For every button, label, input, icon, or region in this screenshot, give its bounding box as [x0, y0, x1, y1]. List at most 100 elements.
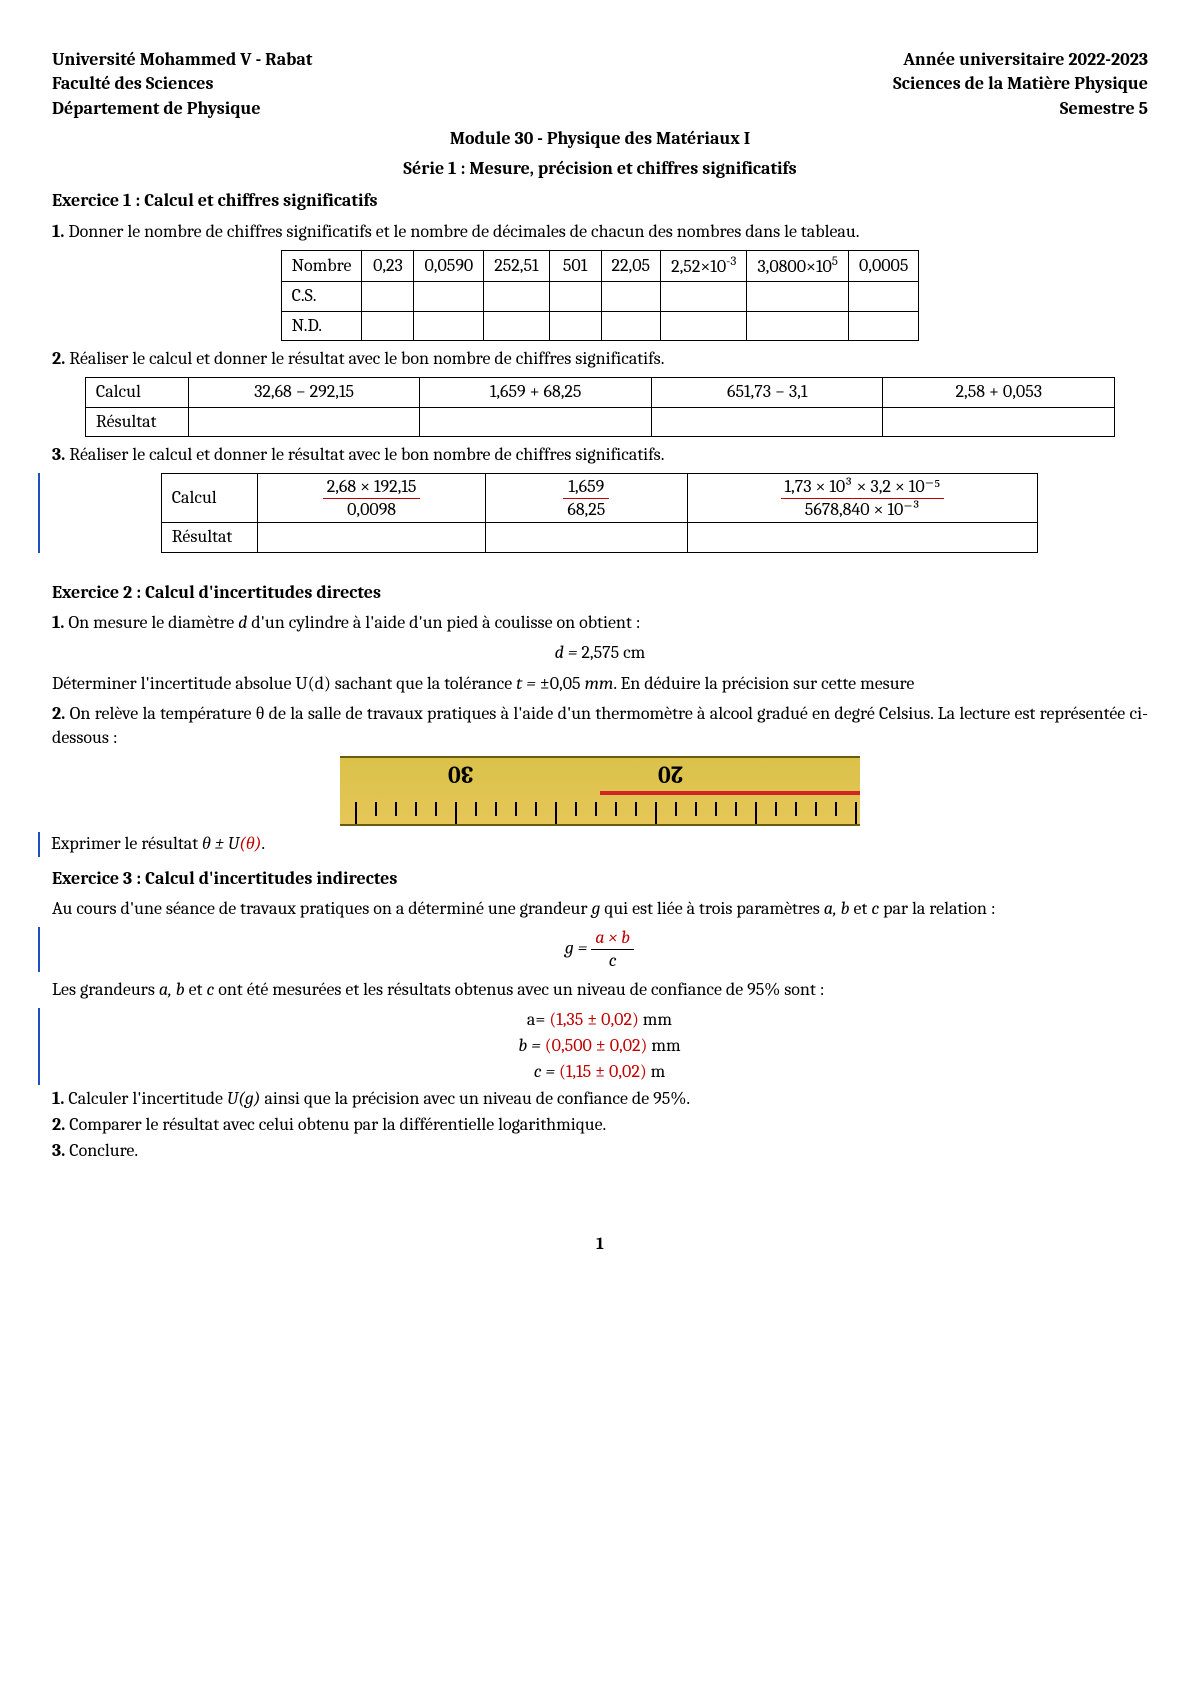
num-cell: 0,0590 [414, 251, 484, 282]
ex2-eq-d: d = 2,575 cm [52, 641, 1148, 665]
table-row: Calcul 2,68 × 192,15 0,0098 1,659 68,25 … [161, 474, 1038, 523]
grad-tick [435, 802, 437, 816]
grad-tick [395, 802, 397, 816]
grad-tick [655, 802, 657, 824]
ex1-q3-num: 3. [52, 444, 65, 465]
calc-cell: 1,659 + 68,25 [420, 378, 652, 407]
ex3-q2: 2. Comparer le résultat avec celui obten… [52, 1113, 1148, 1137]
num-cell: 2,52×10-3 [661, 251, 747, 282]
grad-tick [735, 802, 737, 816]
row-label: Résultat [161, 523, 257, 552]
program: Sciences de la Matière Physique [893, 72, 1148, 96]
col-header: Calcul [85, 378, 188, 407]
ex3-val-b: b = (0,500 ± 0,02) mm [51, 1034, 1148, 1058]
ex3-title: Exercice 3 : Calcul d'incertitudes indir… [52, 867, 1148, 891]
semester: Semestre 5 [1060, 97, 1148, 121]
ex2-q1-num: 1. [52, 612, 64, 633]
col-header: Nombre [281, 251, 362, 282]
header-line-1: Université Mohammed V - Rabat Année univ… [52, 48, 1148, 72]
frac-num: 1,73 × 10³ × 3,2 × 10⁻⁵ [781, 476, 945, 499]
academic-year: Année universitaire 2022-2023 [903, 48, 1148, 72]
ex3-q3: 3. Conclure. [52, 1139, 1148, 1163]
frac-den: c [591, 950, 634, 972]
grad-tick [775, 802, 777, 816]
table-row: Résultat [85, 407, 1114, 436]
frac-num: 1,659 [563, 476, 609, 499]
department: Département de Physique [52, 97, 261, 121]
ex1-q1-text: Donner le nombre de chiffres significati… [64, 221, 859, 242]
ex3-intro: Au cours d'une séance de travaux pratiqu… [52, 897, 1148, 921]
frac-den: 5678,840 × 10⁻³ [781, 499, 945, 521]
num-cell: 0,0005 [848, 251, 918, 282]
ex3-q1: 1. Calculer l'incertitude U(g) ainsi que… [52, 1087, 1148, 1111]
calc-cell: 1,659 68,25 [486, 474, 688, 523]
ex3-eq-g: g = a × bc [51, 927, 1148, 971]
ex3-val-c: c = (1,15 ± 0,02) m [51, 1060, 1148, 1084]
grad-tick [555, 802, 557, 824]
ex2-q2-num: 2. [52, 703, 65, 724]
page-number: 1 [52, 1234, 1148, 1257]
ex1-q3: 3. Réaliser le calcul et donner le résul… [52, 443, 1148, 467]
grad-label-20: 20 [658, 758, 683, 790]
col-header: Calcul [161, 474, 257, 523]
grad-tick [715, 802, 717, 816]
ex1-q3-text: Réaliser le calcul et donner le résultat… [65, 444, 664, 465]
num-cell: 3,0800×105 [747, 251, 849, 282]
grad-tick [415, 802, 417, 816]
num-cell: 22,05 [601, 251, 661, 282]
frac-den: 0,0098 [323, 499, 421, 521]
thermometer-image: 30 20 ticks [340, 756, 860, 826]
grad-tick [455, 802, 457, 824]
module-title: Module 30 - Physique des Matériaux I [52, 127, 1148, 151]
grad-tick [815, 802, 817, 816]
grad-tick [855, 802, 857, 824]
faculty: Faculté des Sciences [52, 72, 214, 96]
ex1-table1: Nombre 0,23 0,0590 252,51 501 22,05 2,52… [281, 250, 920, 341]
header-line-2: Faculté des Sciences Sciences de la Mati… [52, 72, 1148, 96]
ex1-q1: 1. Donner le nombre de chiffres signific… [52, 220, 1148, 244]
grad-tick [615, 802, 617, 816]
ex1-q2: 2. Réaliser le calcul et donner le résul… [52, 347, 1148, 371]
ex1-table3: Calcul 2,68 × 192,15 0,0098 1,659 68,25 … [161, 473, 1039, 552]
num-cell: 252,51 [484, 251, 549, 282]
grad-tick [375, 802, 377, 816]
ex3-measures-intro: Les grandeurs a, b et c ont été mesurées… [52, 978, 1148, 1002]
calc-cell: 651,73 − 3,1 [651, 378, 883, 407]
calc-cell: 32,68 − 292,15 [188, 378, 420, 407]
mercury-line [600, 791, 860, 795]
serie-title: Série 1 : Mesure, précision et chiffres … [52, 157, 1148, 181]
ex3-val-a: a= (1,35 ± 0,02) mm [51, 1008, 1148, 1032]
grad-tick [515, 802, 517, 816]
grad-tick [355, 802, 357, 824]
frac-den: 68,25 [563, 499, 609, 521]
grad-tick [495, 802, 497, 816]
grad-tick [475, 802, 477, 816]
ex1-q2-num: 2. [52, 348, 65, 369]
table-row: Calcul 32,68 − 292,15 1,659 + 68,25 651,… [85, 378, 1114, 407]
grad-tick [535, 802, 537, 816]
ex2-title: Exercice 2 : Calcul d'incertitudes direc… [52, 581, 1148, 605]
calc-cell: 1,73 × 10³ × 3,2 × 10⁻⁵ 5678,840 × 10⁻³ [687, 474, 1038, 523]
grad-tick [575, 802, 577, 816]
university: Université Mohammed V - Rabat [52, 48, 312, 72]
row-label: N.D. [281, 311, 362, 340]
ex2-q1: 1. On mesure le diamètre d d'un cylindre… [52, 611, 1148, 635]
grad-tick [635, 802, 637, 816]
row-label: Résultat [85, 407, 188, 436]
table-row: Nombre 0,23 0,0590 252,51 501 22,05 2,52… [281, 251, 919, 282]
ex1-q2-text: Réaliser le calcul et donner le résultat… [65, 348, 664, 369]
table-row: N.D. [281, 311, 919, 340]
ex1-table2: Calcul 32,68 − 292,15 1,659 + 68,25 651,… [85, 377, 1115, 437]
grad-tick [755, 802, 757, 824]
header-line-3: Département de Physique Semestre 5 [52, 97, 1148, 121]
calc-cell: 2,58 + 0,053 [883, 378, 1115, 407]
table-row: C.S. [281, 282, 919, 311]
num-cell: 501 [549, 251, 601, 282]
grad-label-30: 30 [448, 758, 473, 790]
ex2-q1-followup: Déterminer l'incertitude absolue U(d) sa… [52, 672, 1148, 696]
ex2-q2-result: Exprimer le résultat θ ± U(θ). [51, 832, 1148, 856]
frac-num: a × b [591, 927, 634, 950]
frac-num: 2,68 × 192,15 [323, 476, 421, 499]
calc-cell: 2,68 × 192,15 0,0098 [258, 474, 486, 523]
grad-tick [795, 802, 797, 816]
